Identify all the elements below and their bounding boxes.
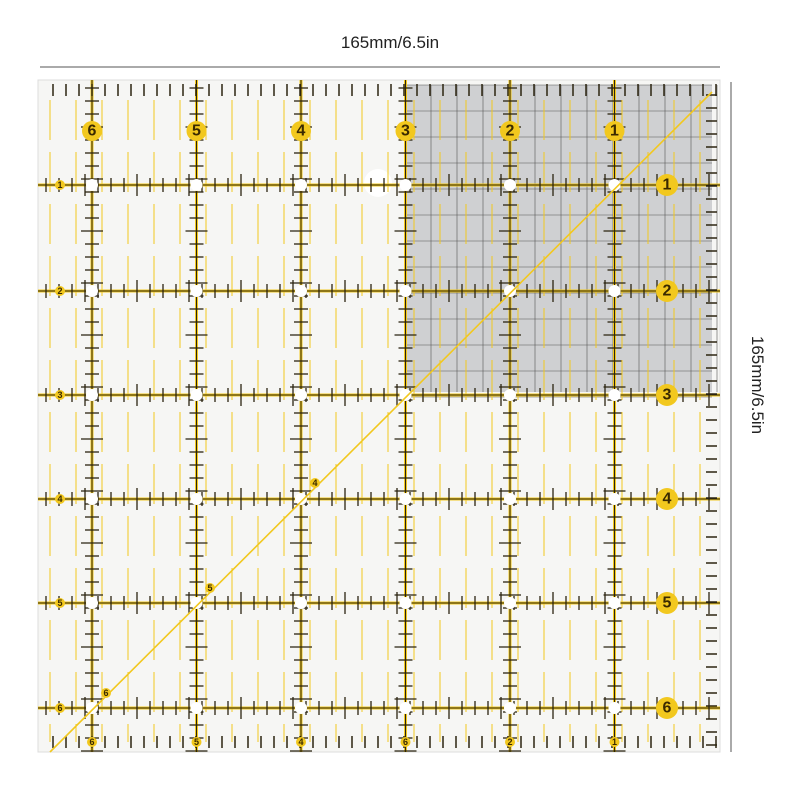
top-number-badge xyxy=(291,121,311,141)
diagonal-number-badge xyxy=(310,478,320,488)
grid-intersection xyxy=(399,285,412,297)
diagonal-number-badge xyxy=(205,583,215,593)
grid-intersection xyxy=(86,179,98,191)
left-number-badge xyxy=(55,390,65,400)
top-number-badge xyxy=(82,121,102,141)
grid-intersection xyxy=(504,179,516,191)
top-number-badge xyxy=(186,121,207,141)
right-number: 2 xyxy=(663,283,672,300)
top-number: 4 xyxy=(297,123,306,140)
left-number-badge xyxy=(55,494,65,504)
top-number: 5 xyxy=(192,123,201,140)
bottom-number-badge xyxy=(191,737,202,747)
grid-intersection xyxy=(608,493,621,505)
grid-intersection xyxy=(608,597,621,609)
grid-intersection xyxy=(399,179,412,191)
right-number: 1 xyxy=(663,177,672,194)
top-number: 3 xyxy=(401,123,410,140)
bottom-number: 4 xyxy=(298,737,303,747)
ruler-labels: 6 5 4 3 2 1 1 2 3 4 5 6 1 2 3 4 5 6 6 5 4 6 2 1 4 5 6 xyxy=(55,121,678,747)
top-number-badge xyxy=(395,121,416,141)
grid-intersection xyxy=(399,702,412,714)
diagonal-number: 4 xyxy=(312,478,317,488)
grid-intersection xyxy=(608,389,621,401)
left-number-badge xyxy=(55,286,65,296)
height-label: 165mm/6.5in xyxy=(748,336,767,434)
top-number: 2 xyxy=(506,123,515,140)
top-number-badge xyxy=(604,121,625,141)
grid-intersection xyxy=(399,493,412,505)
grid-intersection xyxy=(190,285,203,297)
grid-intersection xyxy=(86,702,98,714)
bottom-number-badge xyxy=(609,737,620,747)
top-number: 6 xyxy=(88,123,97,140)
width-label: 165mm/6.5in xyxy=(341,33,439,52)
grid-intersection xyxy=(504,493,516,505)
left-number: 5 xyxy=(57,598,62,608)
dimension-top: 165mm/6.5in xyxy=(40,33,720,68)
left-number-badge xyxy=(55,180,65,190)
grid-intersection xyxy=(504,285,516,297)
top-number: 1 xyxy=(610,123,619,140)
grid-intersection xyxy=(86,389,98,401)
grid-intersection xyxy=(295,597,307,609)
bottom-number: 5 xyxy=(194,737,199,747)
grid-intersection xyxy=(608,702,621,714)
grid-intersection xyxy=(86,597,98,609)
right-number-badge xyxy=(656,384,678,406)
bottom-number-badge xyxy=(87,737,97,747)
grid-intersection xyxy=(295,702,307,714)
diagonal-number: 5 xyxy=(207,583,212,593)
bottom-number-badge xyxy=(505,737,515,747)
left-number-badge xyxy=(55,598,65,608)
grid-intersection xyxy=(504,389,516,401)
grid-intersection xyxy=(295,285,307,297)
shaded-grid-area xyxy=(405,85,712,392)
left-number: 1 xyxy=(57,180,62,190)
grid-intersection xyxy=(190,179,203,191)
right-number: 6 xyxy=(663,700,672,717)
grid-intersection xyxy=(190,493,203,505)
diagonal-number-badge xyxy=(101,688,111,698)
diagonal-number: 6 xyxy=(103,688,108,698)
grid-intersection xyxy=(295,179,307,191)
right-number-badge xyxy=(656,592,678,614)
grid-intersection xyxy=(86,493,98,505)
left-number: 3 xyxy=(57,390,62,400)
bottom-number: 6 xyxy=(403,737,408,747)
bottom-number: 2 xyxy=(507,737,512,747)
bottom-number-badge xyxy=(296,737,306,747)
bottom-number: 6 xyxy=(89,737,94,747)
bottom-number-badge xyxy=(400,737,411,747)
left-number: 2 xyxy=(57,286,62,296)
grid-intersection xyxy=(295,493,307,505)
grid-intersection xyxy=(504,597,516,609)
right-number: 5 xyxy=(663,595,672,612)
grid-intersection xyxy=(399,597,412,609)
grid-intersection xyxy=(295,389,307,401)
right-number: 4 xyxy=(663,491,672,508)
ruler-grid xyxy=(38,80,720,753)
grid-intersection xyxy=(190,597,203,609)
bottom-number: 1 xyxy=(612,737,617,747)
left-number: 4 xyxy=(57,494,62,504)
right-number-badge xyxy=(656,174,678,196)
left-number: 6 xyxy=(57,703,62,713)
grid-intersection xyxy=(399,389,412,401)
grid-intersection xyxy=(608,179,621,191)
right-number-badge xyxy=(656,488,678,510)
right-number-badge xyxy=(656,697,678,719)
top-number-badge xyxy=(500,121,520,141)
diagonal-line xyxy=(49,91,713,753)
grid-intersection xyxy=(86,285,98,297)
dimension-right: 165mm/6.5in xyxy=(730,82,767,752)
left-number-badge xyxy=(55,703,65,713)
right-number-badge xyxy=(656,280,678,302)
grid-intersection xyxy=(190,702,203,714)
right-number: 3 xyxy=(663,387,672,404)
grid-intersection xyxy=(608,285,621,297)
grid-intersection xyxy=(190,389,203,401)
grid-intersection xyxy=(504,702,516,714)
